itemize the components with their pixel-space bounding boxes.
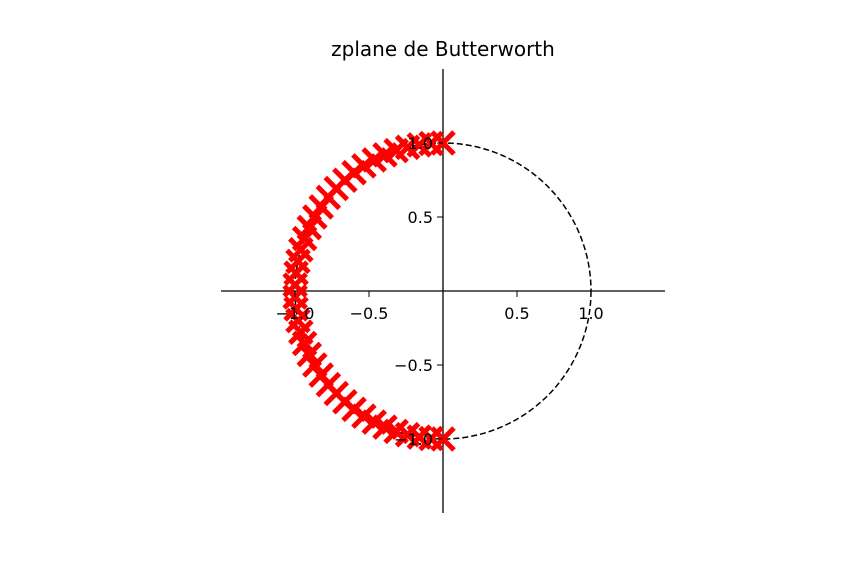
x-tick-label: 1.0 (578, 304, 603, 323)
pole-stroke-b (285, 307, 311, 334)
pole-stroke-b (361, 409, 387, 435)
pole-stroke-b (291, 330, 318, 357)
y-tick-label: 0.5 (408, 208, 433, 227)
poles-layer (282, 130, 456, 452)
pole-stroke-b (351, 403, 377, 429)
pole-stroke-b (288, 319, 314, 345)
x-tick-label: −1.0 (276, 304, 315, 323)
pole-stroke-b (302, 352, 328, 378)
chart-title: zplane de Butterworth (331, 37, 555, 61)
ticks-layer: −1.0 −0.5 0.5 1.0 1.0 0.5 −0.5 −1.0 (276, 134, 604, 449)
pole-stroke-b (296, 341, 323, 368)
y-tick-label: −1.0 (394, 430, 433, 449)
pole-stroke-b (394, 421, 421, 448)
pole-stroke-b (383, 418, 409, 445)
pole-stroke-b (372, 414, 398, 440)
pole-stroke-b (406, 424, 433, 450)
y-tick-label: 1.0 (408, 134, 433, 153)
y-tick-label: −0.5 (394, 356, 433, 375)
x-tick-label: −0.5 (350, 304, 389, 323)
pole-stroke-b (283, 296, 309, 322)
x-tick-label: 0.5 (504, 304, 529, 323)
